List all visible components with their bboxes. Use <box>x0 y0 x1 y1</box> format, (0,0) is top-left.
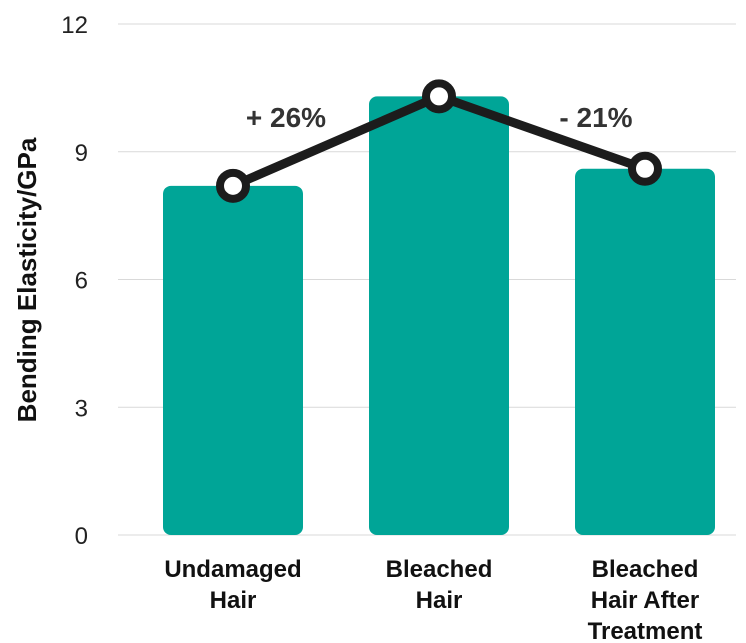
line-marker <box>216 168 250 203</box>
y-tick-label: 9 <box>75 140 88 167</box>
y-tick-label: 3 <box>75 395 88 422</box>
category-label: Hair After <box>591 587 699 614</box>
bars <box>163 96 715 536</box>
bar <box>163 185 303 536</box>
line-marker <box>422 79 456 114</box>
y-tick-labels: 0 3 6 9 12 <box>61 12 88 550</box>
y-tick-label: 0 <box>75 523 88 550</box>
annotation-decrease: - 21% <box>559 102 632 133</box>
bar <box>575 168 715 536</box>
category-label: Hair <box>416 587 463 614</box>
y-tick-label: 6 <box>75 268 88 295</box>
category-label: Bleached <box>386 556 493 583</box>
bar <box>369 96 509 536</box>
category-label: Treatment <box>588 618 703 643</box>
y-tick-label: 12 <box>61 12 88 39</box>
category-labels: Undamaged Hair Bleached Hair Bleached Hair Af… <box>164 556 702 643</box>
annotation-increase: + 26% <box>246 102 326 133</box>
category-label: Bleached <box>592 556 699 583</box>
line-overlay <box>216 79 662 203</box>
y-axis-label: Bending Elasticity/GPa <box>12 137 42 422</box>
category-label: Undamaged <box>164 556 301 583</box>
category-label: Hair <box>210 587 257 614</box>
line-marker <box>628 151 662 186</box>
